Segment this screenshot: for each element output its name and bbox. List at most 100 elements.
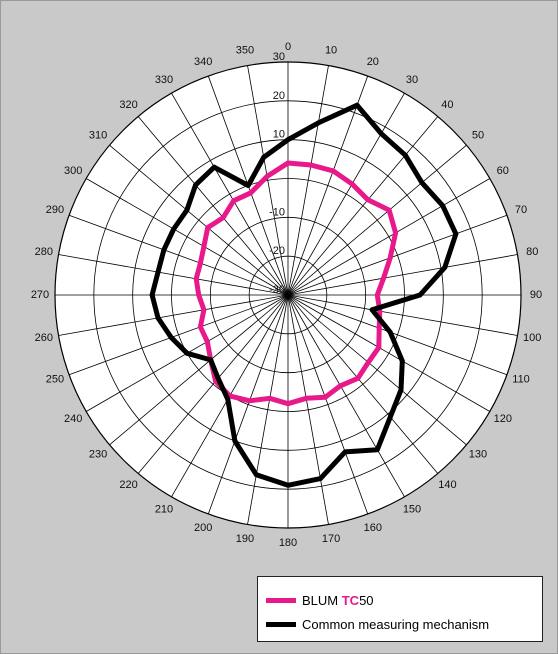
radial-tick-label: -30 — [269, 284, 285, 296]
legend-label-blum: BLUM TC50 — [302, 593, 374, 608]
series-0-point — [330, 168, 336, 174]
angular-gridline — [58, 294, 289, 336]
series-1-point — [232, 438, 238, 444]
series-1-point — [399, 358, 405, 364]
angle-tick-label: 40 — [441, 99, 453, 111]
angle-tick-label: 100 — [523, 332, 541, 344]
angle-tick-label: 140 — [438, 479, 456, 491]
series-1-point — [417, 292, 423, 298]
series-1-point — [442, 265, 448, 270]
radial-tick-label: -20 — [269, 245, 285, 257]
angle-tick-label: 350 — [236, 45, 254, 57]
series-0-point — [231, 198, 237, 204]
series-0-point — [205, 225, 211, 231]
series-0-point — [376, 345, 382, 350]
series-1-point — [315, 120, 321, 126]
series-1-point — [245, 183, 251, 188]
angular-gridline — [287, 214, 508, 296]
angle-tick-label: 250 — [46, 374, 64, 386]
angle-tick-label: 110 — [512, 374, 530, 386]
series-1-point — [453, 231, 459, 237]
angle-tick-label: 340 — [194, 56, 212, 68]
angle-tick-label: 90 — [530, 289, 542, 301]
legend-item-common: Common measuring mechanism — [258, 614, 489, 634]
angle-tick-label: 70 — [515, 204, 527, 216]
angle-tick-label: 50 — [472, 129, 484, 141]
angle-tick-label: 160 — [364, 522, 382, 534]
legend-label-accent: TC — [341, 592, 360, 608]
angle-tick-label: 30 — [406, 74, 418, 86]
legend-label-prefix: BLUM — [302, 592, 342, 608]
legend-item-blum: BLUM TC50 — [258, 590, 374, 610]
angle-tick-label: 310 — [89, 129, 107, 141]
legend-swatch-common — [266, 621, 296, 627]
angle-tick-label: 20 — [367, 56, 379, 68]
angle-tick-label: 180 — [279, 537, 297, 549]
series-0-point — [308, 162, 314, 168]
angle-tick-label: 170 — [322, 533, 340, 545]
series-0-point — [376, 325, 382, 331]
angular-gridline — [287, 294, 329, 525]
angular-gridline — [287, 294, 369, 515]
radial-tick-label: -10 — [269, 206, 285, 218]
angular-gridline — [287, 75, 369, 296]
series-0-point — [247, 398, 252, 404]
series-1-point — [171, 226, 177, 232]
angle-tick-label: 230 — [89, 448, 107, 460]
angle-tick-label: 190 — [236, 533, 254, 545]
angular-gridline — [287, 144, 467, 296]
series-0-point — [204, 339, 210, 344]
angle-tick-label: 300 — [64, 165, 82, 177]
series-0-point — [285, 401, 291, 407]
series-1-point — [149, 292, 155, 298]
angle-tick-label: 290 — [46, 204, 64, 216]
series-0-point — [365, 197, 371, 203]
series-1-point — [398, 387, 404, 393]
series-0-point — [220, 215, 226, 221]
angle-tick-label: 220 — [119, 479, 137, 491]
series-0-point — [264, 174, 270, 179]
series-1-point — [155, 315, 161, 321]
series-1-point — [211, 164, 217, 170]
angle-tick-label: 260 — [35, 332, 53, 344]
angle-tick-label: 130 — [469, 448, 487, 460]
series-1-point — [285, 482, 291, 488]
series-0-point — [201, 244, 207, 249]
series-0-point — [198, 324, 203, 330]
angle-tick-label: 270 — [31, 289, 49, 301]
series-0-point — [338, 383, 343, 389]
series-1-point — [193, 182, 199, 188]
series-0-point — [386, 207, 392, 213]
series-1-point — [168, 335, 174, 340]
angular-gridline — [207, 294, 289, 515]
series-1-point — [419, 180, 425, 186]
radial-tick-label: 10 — [273, 129, 285, 141]
angular-gridline — [287, 294, 490, 412]
legend-label-suffix: 50 — [359, 592, 374, 608]
center-hub — [285, 292, 291, 298]
angular-gridline — [68, 214, 289, 296]
angular-gridline — [287, 116, 439, 296]
legend-label-common: Common measuring mechanism — [302, 616, 490, 632]
series-1-point — [378, 131, 384, 137]
angular-gridline — [137, 294, 289, 474]
series-1-point — [161, 247, 167, 253]
series-0-point — [387, 255, 393, 261]
angle-tick-label: 150 — [403, 504, 421, 516]
series-1-point — [253, 472, 259, 478]
angular-gridline — [109, 294, 289, 446]
series-1-point — [208, 357, 214, 363]
angular-gridline — [287, 65, 329, 296]
legend-swatch-blum — [266, 597, 296, 603]
series-1-point — [387, 414, 393, 420]
angular-gridline — [137, 116, 289, 296]
series-1-point — [342, 449, 348, 455]
angular-gridline — [287, 294, 508, 376]
series-0-point — [365, 360, 371, 365]
angular-gridline — [287, 294, 439, 474]
angle-tick-label: 120 — [494, 413, 512, 425]
angular-gridline — [247, 294, 289, 525]
series-1-point — [440, 203, 446, 209]
angle-tick-label: 10 — [325, 45, 337, 57]
